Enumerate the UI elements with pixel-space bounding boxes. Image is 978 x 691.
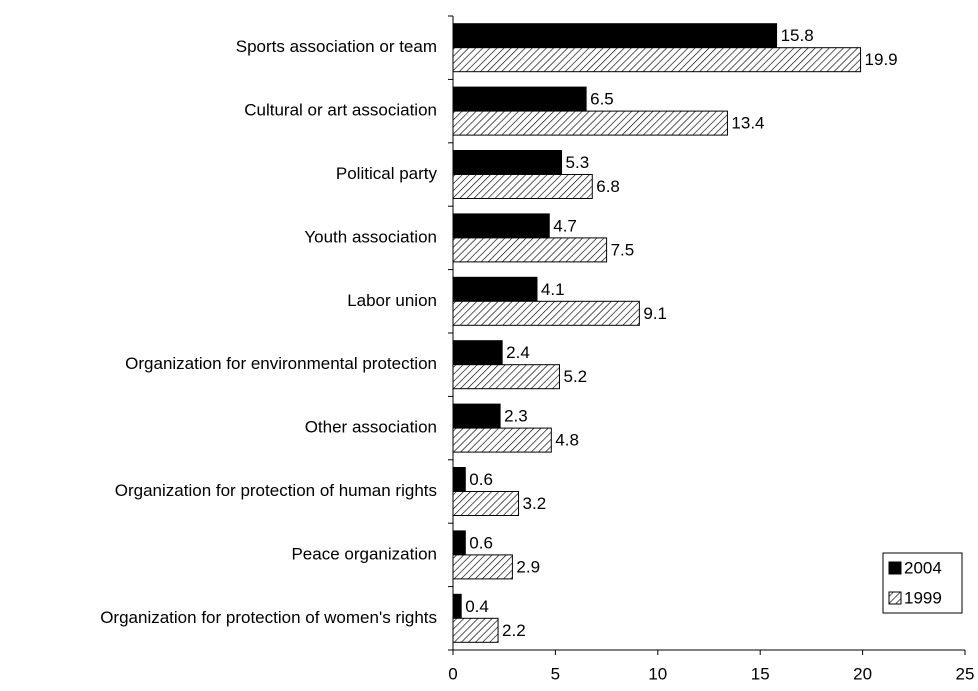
x-tick-label: 5 xyxy=(551,664,560,683)
y-tick-label: Cultural or art association xyxy=(244,101,437,120)
bar xyxy=(452,427,552,453)
x-tick-label: 15 xyxy=(751,664,770,683)
y-tick-label: Organization for protection of human rig… xyxy=(115,481,437,500)
bar xyxy=(452,110,728,136)
value-label: 2.2 xyxy=(502,621,526,640)
value-label: 0.6 xyxy=(469,533,493,552)
x-tick-label: 25 xyxy=(956,664,975,683)
value-label: 0.6 xyxy=(469,470,493,489)
value-label: 2.3 xyxy=(504,407,528,426)
bar xyxy=(452,554,513,580)
value-label: 15.8 xyxy=(781,26,814,45)
bar xyxy=(452,86,587,112)
bar xyxy=(452,300,640,326)
bar xyxy=(452,467,466,492)
y-tick-label: Other association xyxy=(305,418,437,437)
bar xyxy=(452,340,503,366)
value-label: 4.1 xyxy=(541,280,565,299)
x-tick-label: 20 xyxy=(853,664,872,683)
x-tick-label: 0 xyxy=(448,664,457,683)
bar xyxy=(452,617,499,643)
y-tick-label: Organization for protection of women's r… xyxy=(100,608,437,627)
legend-swatch xyxy=(888,591,902,605)
bar xyxy=(452,364,560,390)
bar xyxy=(452,491,520,516)
value-label: 2.9 xyxy=(516,557,540,576)
y-tick-label: Organization for environmental protectio… xyxy=(125,354,437,373)
y-tick-label: Political party xyxy=(336,164,438,183)
value-label: 2.4 xyxy=(506,343,530,362)
y-tick-label: Peace organization xyxy=(291,544,437,563)
legend-label: 1999 xyxy=(904,588,942,607)
value-label: 19.9 xyxy=(865,50,898,69)
legend-label: 2004 xyxy=(904,558,942,577)
value-label: 7.5 xyxy=(611,240,635,259)
value-label: 5.2 xyxy=(563,367,587,386)
y-tick-label: Sports association or team xyxy=(236,37,437,56)
y-tick-label: Youth association xyxy=(304,227,437,246)
bar xyxy=(452,593,462,619)
value-label: 9.1 xyxy=(643,304,667,323)
bar xyxy=(452,237,608,263)
value-label: 13.4 xyxy=(731,114,764,133)
value-label: 4.8 xyxy=(555,431,579,450)
y-tick-label: Labor union xyxy=(347,291,437,310)
bar xyxy=(452,174,593,199)
bar xyxy=(452,150,563,175)
value-label: 4.7 xyxy=(553,216,577,235)
bar xyxy=(452,213,550,239)
bar xyxy=(452,276,538,302)
bar xyxy=(452,403,501,429)
value-label: 6.5 xyxy=(590,90,614,109)
value-label: 5.3 xyxy=(566,153,590,172)
x-tick-label: 10 xyxy=(648,664,667,683)
bar xyxy=(452,23,778,49)
bar xyxy=(452,47,862,73)
value-label: 3.2 xyxy=(523,494,547,513)
value-label: 0.4 xyxy=(465,597,489,616)
bar xyxy=(452,530,466,556)
legend-swatch xyxy=(888,561,902,575)
value-label: 6.8 xyxy=(596,177,620,196)
